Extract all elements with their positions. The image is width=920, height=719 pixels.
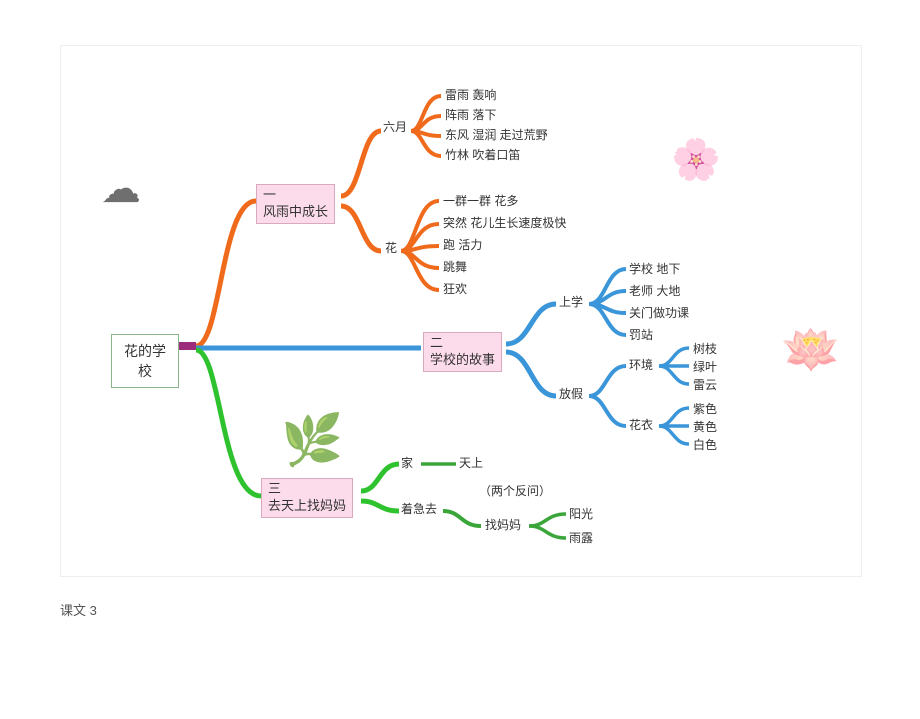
mindmap-diagram: ☁ 🌸 🌿 🪷 <box>60 45 862 577</box>
b1-l-1-3: 跳舞 <box>443 258 467 275</box>
b1-l-1-2: 跑 活力 <box>443 236 482 253</box>
branch-title-1: 风雨中成长 <box>263 204 328 219</box>
branch-num-2: 二 <box>430 335 443 350</box>
b1-l-1-1: 突然 花儿生长速度极快 <box>443 214 566 231</box>
branch-title-3: 去天上找妈妈 <box>268 498 346 513</box>
b2-l-1-0-2: 雷云 <box>693 376 717 393</box>
b2-sub-1-1: 花衣 <box>629 416 653 433</box>
b2-sub-1-0: 环境 <box>629 356 653 373</box>
b3-note: （两个反问） <box>479 482 551 499</box>
b2-l-0-2: 关门做功课 <box>629 304 689 321</box>
b1-l-0-0: 雷雨 轰响 <box>445 86 496 103</box>
b3-l-0-0: 天上 <box>459 454 483 471</box>
b1-l-0-1: 阵雨 落下 <box>445 106 496 123</box>
b1-sub-1: 花 <box>385 239 397 256</box>
b3-sub-0: 家 <box>401 454 413 471</box>
b2-sub-0: 上学 <box>559 293 583 310</box>
b3-sub-1-0: 找妈妈 <box>485 516 521 533</box>
b2-l-1-0-0: 树枝 <box>693 340 717 357</box>
page-caption: 课文 3 <box>60 600 97 619</box>
b1-sub-0: 六月 <box>383 118 407 135</box>
branch-box-3: 三 去天上找妈妈 <box>261 478 353 518</box>
branch-box-1: 一 风雨中成长 <box>256 184 335 224</box>
b3-l-1-0-0: 阳光 <box>569 505 593 522</box>
branch-num-3: 三 <box>268 481 281 496</box>
branch-box-2: 二 学校的故事 <box>423 332 502 372</box>
b3-sub-1: 着急去 <box>401 500 437 517</box>
b3-l-1-0-1: 雨露 <box>569 529 593 546</box>
branch-title-2: 学校的故事 <box>430 352 495 367</box>
b2-sub-1: 放假 <box>559 385 583 402</box>
b1-l-0-2: 东风 湿润 走过荒野 <box>445 126 548 143</box>
page: ☁ 🌸 🌿 🪷 <box>0 0 920 719</box>
b2-l-1-1-1: 黄色 <box>693 418 717 435</box>
b1-l-1-0: 一群一群 花多 <box>443 192 518 209</box>
root-label: 花的学校 <box>124 343 166 379</box>
b1-l-1-4: 狂欢 <box>443 280 467 297</box>
b2-l-1-1-0: 紫色 <box>693 400 717 417</box>
b2-l-0-1: 老师 大地 <box>629 282 680 299</box>
b2-l-0-3: 罚站 <box>629 326 653 343</box>
b2-l-1-0-1: 绿叶 <box>693 358 717 375</box>
branch-num-1: 一 <box>263 187 276 202</box>
root-node: 花的学校 <box>111 334 179 388</box>
b1-l-0-3: 竹林 吹着口笛 <box>445 146 520 163</box>
b2-l-1-1-2: 白色 <box>693 436 717 453</box>
b2-l-0-0: 学校 地下 <box>629 260 680 277</box>
